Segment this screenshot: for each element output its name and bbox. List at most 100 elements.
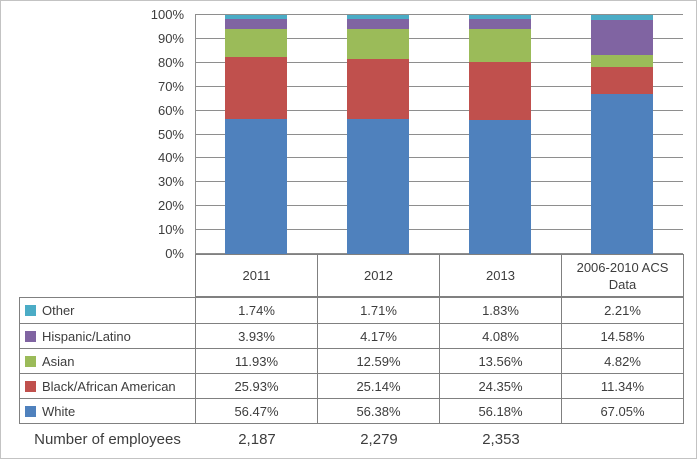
legend-swatch-asian [25, 355, 36, 367]
bar-segment-black-african-american [469, 61, 531, 120]
y-axis-line [195, 15, 196, 254]
y-axis-tick-label: 40% [157, 150, 184, 166]
bar-segment-hispanic-latino [591, 20, 653, 56]
bar-segment-hispanic-latino [469, 19, 531, 30]
bar-segment-white [225, 119, 287, 254]
table-header-cell-2011: 2011 [242, 268, 271, 283]
value-cell: 14.58% [600, 328, 645, 344]
y-axis-labels: 0% 10% 20% 30% 40% 50% 60% 70% 80% 90% 100% [105, 7, 184, 261]
value-cell: 56.38% [318, 399, 440, 423]
bar-segment-asian [591, 55, 653, 67]
value-cell: 67.05% [600, 403, 645, 419]
y-axis-tick-label: 10% [157, 222, 184, 238]
bar-segment-hispanic-latino [225, 19, 287, 29]
series-label: Asian [42, 353, 75, 369]
value-cell: 4.08% [440, 324, 562, 348]
data-table-body: Other 1.74% 1.71% 1.83% 2.21% Hispanic/Latino… [19, 297, 684, 424]
series-label: Black/African American [42, 378, 176, 394]
series-label: Other [42, 303, 75, 318]
value-cell: 13.56% [440, 349, 562, 373]
bar-segment-white [347, 119, 409, 254]
value-cell: 56.18% [440, 399, 562, 423]
table-header-cell-2006-2010-acs-data: 2006-2010 ACS Data [561, 255, 683, 296]
series-label-cell: Hispanic/Latino [20, 324, 196, 348]
y-axis-tick-label: 70% [157, 78, 184, 94]
series-label-cell: Other [20, 298, 196, 323]
bar-segment-asian [469, 29, 531, 62]
series-label: White [42, 403, 76, 419]
employees-value: 2,279 [360, 430, 398, 448]
plot-area [195, 14, 683, 254]
table-row-other: Other 1.74% 1.71% 1.83% 2.21% [20, 298, 683, 323]
employees-value: 2,353 [482, 430, 520, 448]
value-cell: 2.21% [604, 303, 641, 318]
gridline [195, 37, 683, 39]
bar-segment-other [347, 15, 409, 20]
bar-column-2011 [225, 15, 287, 254]
legend-swatch-hispanic-latino [25, 330, 36, 342]
bar-segment-other [469, 15, 531, 20]
legend-swatch-other [25, 305, 36, 316]
y-axis-tick-label: 90% [157, 30, 184, 46]
value-cell: 1.83% [440, 298, 562, 323]
bar-segment-other [591, 15, 653, 21]
bar-segment-asian [225, 28, 287, 58]
bar-column-2013 [469, 15, 531, 254]
y-axis-tick-label: 0% [165, 246, 184, 261]
y-axis-tick-label: 20% [157, 198, 184, 214]
category-header-row: 2011 2012 2013 2006-2010 ACS Data [195, 254, 684, 297]
bar-segment-black-african-american [347, 59, 409, 120]
legend-swatch-white [25, 405, 36, 417]
y-axis-tick-label: 60% [157, 102, 184, 118]
value-cell: 1.74% [196, 298, 318, 323]
y-axis-tick-label: 50% [157, 126, 184, 142]
bar-segment-black-african-american [225, 57, 287, 120]
value-cell: 1.71% [318, 298, 440, 323]
y-axis-tick-label: 80% [157, 54, 184, 70]
y-axis-tick-label: 100% [150, 7, 184, 22]
value-cell: 4.17% [318, 324, 440, 348]
bar-segment-white [591, 93, 653, 254]
gridline [195, 229, 683, 231]
table-header-cell-2013: 2013 [439, 255, 561, 296]
employees-label: Number of employees [34, 430, 181, 448]
gridline [195, 157, 683, 159]
series-label-cell: White [20, 399, 196, 423]
bar-segment-hispanic-latino [347, 19, 409, 30]
series-label-cell: Black/African American [20, 374, 196, 398]
series-label-cell: Asian [20, 349, 196, 373]
employees-value: 2,187 [238, 430, 276, 448]
bar-column-2012 [347, 15, 409, 254]
gridline [195, 205, 683, 207]
value-cell: 11.93% [196, 349, 318, 373]
bar-segment-asian [347, 29, 409, 60]
gridline [195, 85, 683, 87]
legend-swatch-black-african-american [25, 380, 36, 392]
bar-column-2006-2010-acs-data [591, 15, 653, 254]
bar-segment-white [469, 119, 531, 254]
table-header-cell-2012: 2012 [317, 255, 439, 296]
table-row-white: White 56.47% 56.38% 56.18% 67.05% [20, 398, 683, 423]
table-row-hispanic-latino: Hispanic/Latino 3.93% 4.17% 4.08% 14.58% [20, 323, 683, 348]
value-cell: 25.93% [196, 374, 318, 398]
gridline [195, 181, 683, 183]
table-row-asian: Asian 11.93% 12.59% 13.56% 4.82% [20, 348, 683, 373]
gridline [195, 109, 683, 111]
gridline [195, 61, 683, 63]
value-cell: 24.35% [440, 374, 562, 398]
value-cell: 4.82% [604, 353, 641, 369]
value-cell: 3.93% [196, 324, 318, 348]
value-cell: 12.59% [318, 349, 440, 373]
series-label: Hispanic/Latino [42, 328, 131, 344]
bar-segment-other [225, 15, 287, 20]
value-cell: 56.47% [196, 399, 318, 423]
gridline [195, 133, 683, 135]
y-axis-tick-label: 30% [157, 174, 184, 190]
value-cell: 11.34% [600, 378, 645, 394]
table-row-black-african-american: Black/African American 25.93% 25.14% 24.35%… [20, 373, 683, 398]
bar-segment-black-african-american [591, 66, 653, 94]
employees-row: Number of employees 2,187 2,279 2,353 [19, 425, 684, 453]
gridline [195, 14, 683, 15]
value-cell: 25.14% [318, 374, 440, 398]
